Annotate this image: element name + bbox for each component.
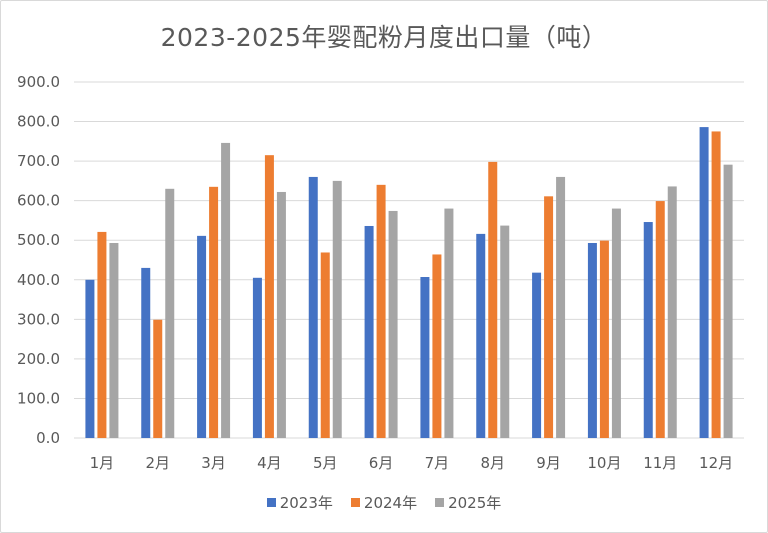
bar-2025年-5月: [332, 180, 342, 438]
y-tick-label: 300.0: [17, 310, 60, 328]
y-tick-label: 400.0: [17, 271, 60, 289]
x-tick-label: 7月: [425, 454, 450, 472]
legend-item-2025: 2025年: [435, 492, 501, 513]
bar-2025年-9月: [556, 176, 566, 438]
legend-label-2023: 2023年: [279, 494, 333, 512]
bar-2023年-1月: [85, 279, 95, 438]
chart-title: 2023-2025年婴配粉月度出口量（吨）: [160, 23, 608, 52]
bar-2025年-2月: [165, 188, 175, 438]
bar-2024年-3月: [209, 186, 219, 438]
bar-2025年-7月: [444, 208, 454, 438]
bar-2025年-3月: [221, 142, 231, 438]
legend-item-2024: 2024年: [350, 492, 418, 513]
bar-2023年-12月: [699, 127, 709, 439]
legend-item-2023: 2023年: [266, 492, 333, 513]
bar-2024年-2月: [153, 319, 163, 438]
bar-2024年-5月: [320, 252, 330, 438]
bar-2023年-5月: [308, 176, 318, 438]
x-tick-label: 12月: [699, 454, 733, 472]
x-tick-label: 9月: [536, 454, 561, 472]
x-tick-label: 2月: [145, 454, 170, 472]
y-tick-label: 0.0: [36, 429, 60, 447]
bar-2025年-1月: [109, 242, 119, 438]
y-tick-label: 700.0: [17, 152, 60, 170]
x-tick-label: 10月: [587, 454, 621, 472]
bar-2023年-6月: [364, 225, 374, 438]
x-tick-label: 6月: [369, 454, 394, 472]
y-tick-label: 600.0: [17, 192, 60, 210]
gridlines: [74, 81, 744, 439]
bar-2023年-7月: [420, 277, 430, 438]
x-tick-label: 5月: [313, 454, 338, 472]
bar-2024年-12月: [711, 131, 721, 438]
x-tick-label: 4月: [257, 454, 282, 472]
bar-2023年-10月: [587, 242, 597, 438]
y-tick-label: 900.0: [17, 73, 60, 91]
bar-2023年-11月: [643, 222, 653, 438]
legend-swatch-2025: [435, 498, 445, 507]
y-tick-label: 100.0: [17, 389, 60, 407]
bar-2023年-4月: [252, 277, 262, 438]
bar-2024年-8月: [488, 161, 498, 438]
bar-2024年-1月: [97, 231, 107, 438]
bar-2025年-4月: [276, 191, 286, 438]
x-tick-label: 8月: [480, 454, 505, 472]
bar-2023年-2月: [141, 267, 151, 438]
x-tick-label: 1月: [90, 454, 115, 472]
legend-label-2025: 2025年: [448, 494, 502, 512]
legend-swatch-2024: [350, 498, 360, 507]
bars: [85, 127, 733, 439]
bar-2023年-3月: [197, 235, 207, 438]
bar-2024年-7月: [432, 254, 442, 438]
bar-2023年-8月: [476, 233, 486, 438]
bar-2024年-11月: [655, 201, 665, 438]
bar-2024年-9月: [544, 196, 554, 438]
bar-2025年-6月: [388, 210, 398, 438]
x-tick-label: 11月: [643, 454, 677, 472]
bar-2024年-10月: [599, 240, 609, 438]
y-tick-label: 200.0: [17, 350, 60, 368]
bar-2023年-9月: [532, 272, 542, 438]
y-axis-ticks: 0.0 100.0 200.0 300.0 400.0 500.0 600.0 700.0 80…: [17, 73, 60, 447]
x-axis-ticks: 1月 2月 3月 4月 5月 6月 7月 8月 9月 10月 11月 12月: [90, 454, 733, 472]
bar-2025年-11月: [667, 186, 677, 438]
x-tick-label: 3月: [201, 454, 226, 472]
bar-2025年-10月: [611, 208, 621, 438]
bar-2025年-12月: [723, 164, 733, 438]
bar-2024年-6月: [376, 184, 386, 438]
legend-label-2024: 2024年: [363, 494, 418, 512]
bar-2025年-8月: [500, 225, 510, 438]
y-tick-label: 500.0: [17, 231, 60, 249]
bar-2024年-4月: [264, 155, 274, 438]
y-tick-label: 800.0: [17, 113, 60, 131]
legend: 2023年 2024年 2025年: [0, 492, 768, 513]
legend-swatch-2023: [266, 498, 276, 507]
